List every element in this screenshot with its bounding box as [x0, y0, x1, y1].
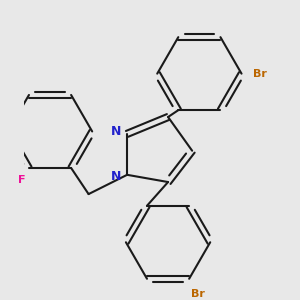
- Text: N: N: [111, 125, 122, 138]
- Text: N: N: [111, 169, 122, 182]
- Text: Br: Br: [191, 290, 205, 299]
- Text: F: F: [18, 176, 26, 185]
- Text: Br: Br: [253, 69, 266, 79]
